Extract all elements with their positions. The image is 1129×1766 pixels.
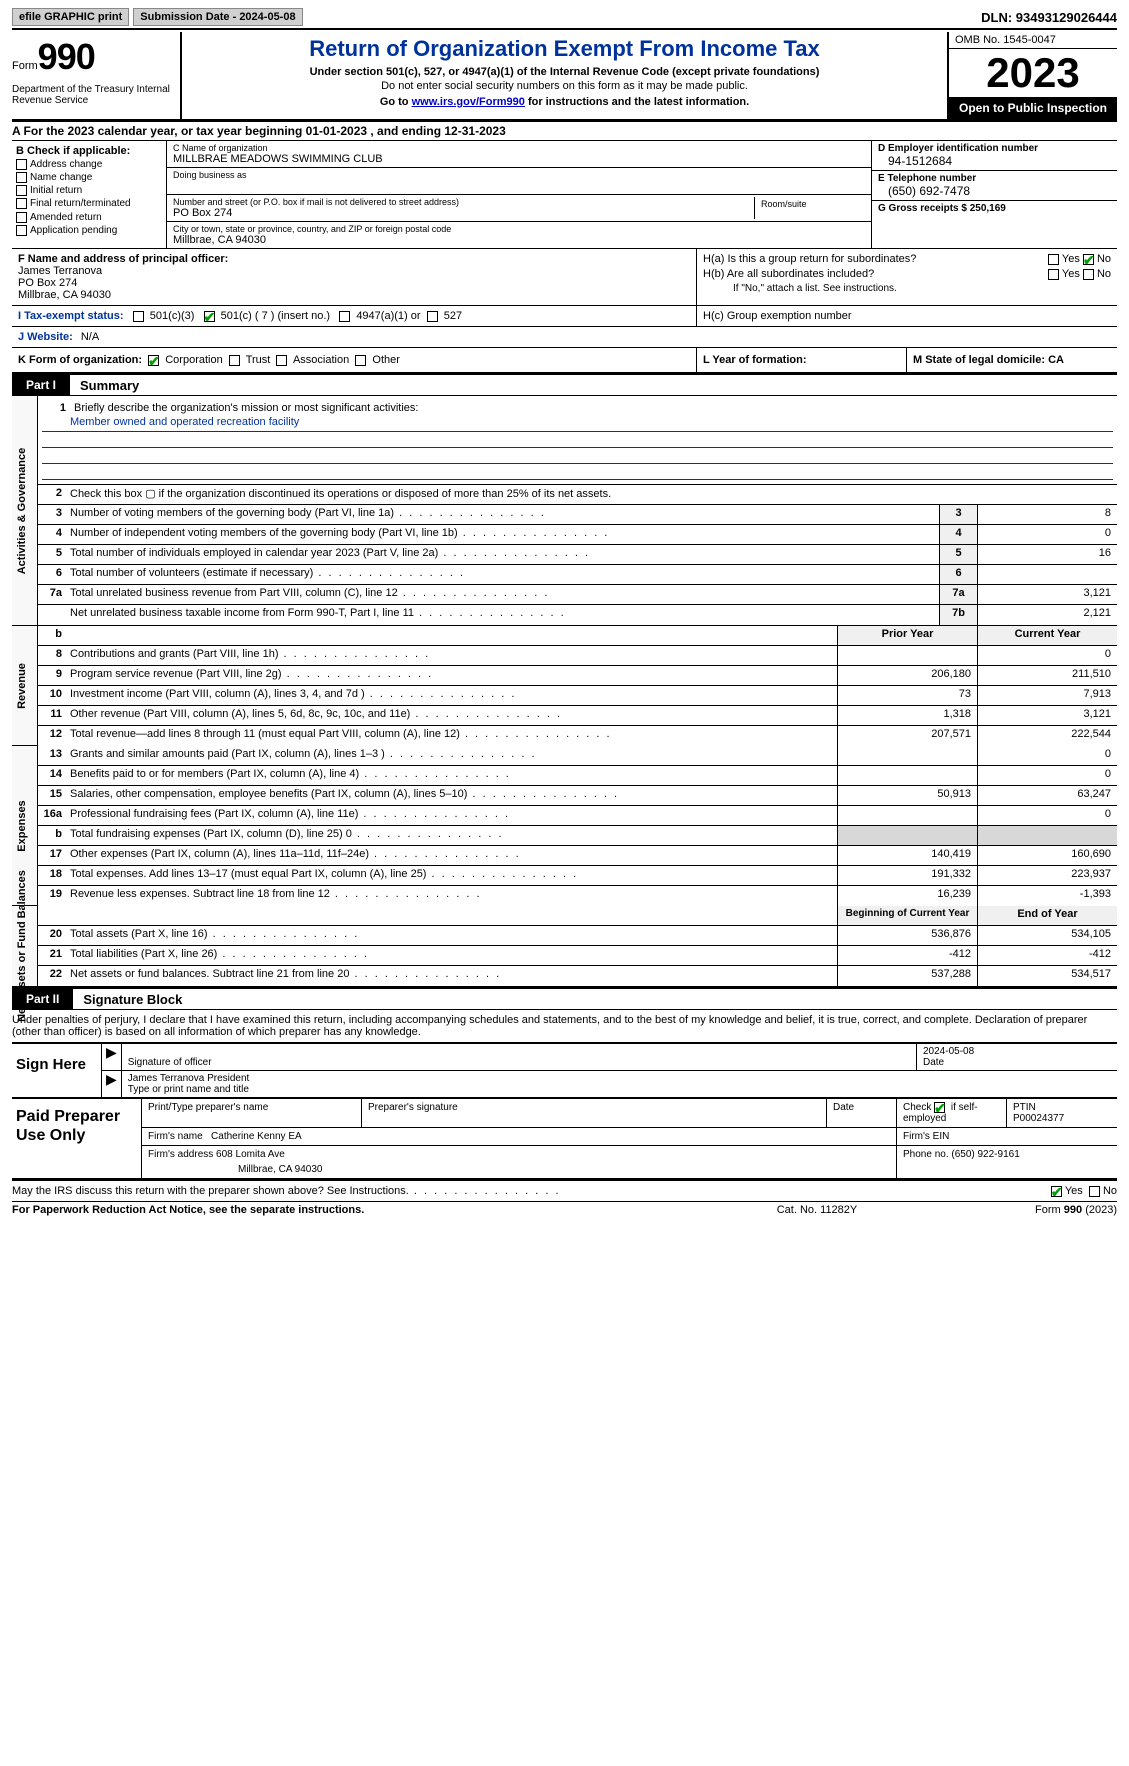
chk-527[interactable] [427, 311, 438, 322]
ein: 94-1512684 [878, 154, 1111, 168]
summary-row: Net unrelated business taxable income fr… [38, 605, 1117, 625]
firm-address: 608 Lomita Ave [216, 1149, 285, 1160]
preparer-phone: Phone no. (650) 922-9161 [897, 1146, 1117, 1178]
part2-header: Part II Signature Block [12, 989, 1117, 1010]
col-d-ein-phone: D Employer identification number 94-1512… [872, 141, 1117, 248]
summary-row: 10Investment income (Part VIII, column (… [38, 686, 1117, 706]
org-name: MILLBRAE MEADOWS SWIMMING CLUB [173, 153, 865, 165]
mission-text: Member owned and operated recreation fac… [42, 416, 1113, 432]
form-word: Form [12, 60, 38, 72]
phone: (650) 692-7478 [878, 184, 1111, 198]
chk-other[interactable] [355, 355, 366, 366]
chk-amended[interactable] [16, 212, 27, 223]
tax-year: 2023 [949, 49, 1117, 97]
chk-hb-yes[interactable] [1048, 269, 1059, 280]
chk-hb-no[interactable] [1083, 269, 1094, 280]
gross-receipts: G Gross receipts $ 250,169 [878, 203, 1111, 214]
subtitle-3: Go to www.irs.gov/Form990 for instructio… [188, 96, 941, 108]
summary-row: 15Salaries, other compensation, employee… [38, 786, 1117, 806]
chk-initial-return[interactable] [16, 185, 27, 196]
summary-row: 5Total number of individuals employed in… [38, 545, 1117, 565]
summary-row: 9Program service revenue (Part VIII, lin… [38, 666, 1117, 686]
sign-here-block: Sign Here ▶ Signature of officer 2024-05… [12, 1044, 1117, 1099]
summary-row: 7aTotal unrelated business revenue from … [38, 585, 1117, 605]
part1-header: Part I Summary [12, 375, 1117, 396]
summary-row: 19Revenue less expenses. Subtract line 1… [38, 886, 1117, 906]
summary-row: 18Total expenses. Add lines 13–17 (must … [38, 866, 1117, 886]
street-address: PO Box 274 [173, 207, 754, 219]
chk-discuss-yes[interactable] [1051, 1186, 1062, 1197]
summary-row: bTotal fundraising expenses (Part IX, co… [38, 826, 1117, 846]
summary-row: 12Total revenue—add lines 8 through 11 (… [38, 726, 1117, 746]
main-title: Return of Organization Exempt From Incom… [188, 36, 941, 62]
summary-row: 3Number of voting members of the governi… [38, 505, 1117, 525]
chk-501c[interactable] [204, 311, 215, 322]
department: Department of the Treasury Internal Reve… [12, 84, 174, 106]
summary-row: 17Other expenses (Part IX, column (A), l… [38, 846, 1117, 866]
chk-ha-yes[interactable] [1048, 254, 1059, 265]
chk-name-change[interactable] [16, 172, 27, 183]
city-state-zip: Millbrae, CA 94030 [173, 234, 865, 246]
footer: For Paperwork Reduction Act Notice, see … [12, 1202, 1117, 1216]
chk-501c3[interactable] [133, 311, 144, 322]
efile-button[interactable]: efile GRAPHIC print [12, 8, 129, 26]
dln: DLN: 93493129026444 [981, 10, 1117, 25]
omb-number: OMB No. 1545-0047 [949, 32, 1117, 49]
subtitle-1: Under section 501(c), 527, or 4947(a)(1)… [188, 66, 941, 78]
col-b-checkboxes: B Check if applicable: Address change Na… [12, 141, 167, 248]
website-val: N/A [81, 331, 99, 343]
entity-grid: B Check if applicable: Address change Na… [12, 141, 1117, 249]
form-990-page: efile GRAPHIC print Submission Date - 20… [0, 0, 1129, 1224]
officer-name-title: James Terranova President [128, 1073, 1111, 1084]
col-c-org-info: C Name of organization MILLBRAE MEADOWS … [167, 141, 872, 248]
firm-name: Catherine Kenny EA [211, 1131, 302, 1142]
chk-app-pending[interactable] [16, 225, 27, 236]
discuss-row: May the IRS discuss this return with the… [12, 1181, 1117, 1202]
line-a: A For the 2023 calendar year, or tax yea… [12, 122, 1117, 141]
form-number: 990 [38, 36, 95, 77]
sign-date: 2024-05-08 [923, 1046, 1111, 1057]
row-principal-officer: F Name and address of principal officer:… [12, 249, 1117, 306]
chk-trust[interactable] [229, 355, 240, 366]
summary-row: 22Net assets or fund balances. Subtract … [38, 966, 1117, 986]
irs-link[interactable]: www.irs.gov/Form990 [412, 96, 525, 108]
submission-date: Submission Date - 2024-05-08 [133, 8, 302, 26]
chk-4947[interactable] [339, 311, 350, 322]
subtitle-2: Do not enter social security numbers on … [188, 80, 941, 92]
chk-ha-no[interactable] [1083, 254, 1094, 265]
summary-row: 14Benefits paid to or for members (Part … [38, 766, 1117, 786]
governance-section: Activities & Governance 1Briefly describ… [12, 396, 1117, 626]
ptin: P00024377 [1013, 1113, 1111, 1124]
chk-corp[interactable] [148, 355, 159, 366]
chk-final-return[interactable] [16, 198, 27, 209]
officer-name: James Terranova [18, 265, 690, 277]
paid-preparer-block: Paid Preparer Use Only Print/Type prepar… [12, 1099, 1117, 1181]
summary-row: 21Total liabilities (Part X, line 26)-41… [38, 946, 1117, 966]
summary-row: 13Grants and similar amounts paid (Part … [38, 746, 1117, 766]
row-website: J Website: N/A [12, 327, 1117, 348]
summary-row: 8Contributions and grants (Part VIII, li… [38, 646, 1117, 666]
hc-group-exemption: H(c) Group exemption number [697, 306, 1117, 326]
summary-row: 20Total assets (Part X, line 16)536,8765… [38, 926, 1117, 946]
chk-assoc[interactable] [276, 355, 287, 366]
summary-row: 16aProfessional fundraising fees (Part I… [38, 806, 1117, 826]
open-public: Open to Public Inspection [949, 97, 1117, 119]
chk-self-employed[interactable] [934, 1102, 945, 1113]
summary-row: 6Total number of volunteers (estimate if… [38, 565, 1117, 585]
summary-row: 11Other revenue (Part VIII, column (A), … [38, 706, 1117, 726]
summary-row: 2Check this box ▢ if the organization di… [38, 485, 1117, 505]
row-form-org: K Form of organization: Corporation Trus… [12, 348, 1117, 375]
form-header: Form990 Department of the Treasury Inter… [12, 32, 1117, 122]
row-exempt-status: I Tax-exempt status: 501(c)(3) 501(c) ( … [12, 306, 1117, 327]
declaration: Under penalties of perjury, I declare th… [12, 1010, 1117, 1044]
summary-row: 4Number of independent voting members of… [38, 525, 1117, 545]
chk-discuss-no[interactable] [1089, 1186, 1100, 1197]
chk-address-change[interactable] [16, 159, 27, 170]
topbar: efile GRAPHIC print Submission Date - 20… [12, 8, 1117, 30]
